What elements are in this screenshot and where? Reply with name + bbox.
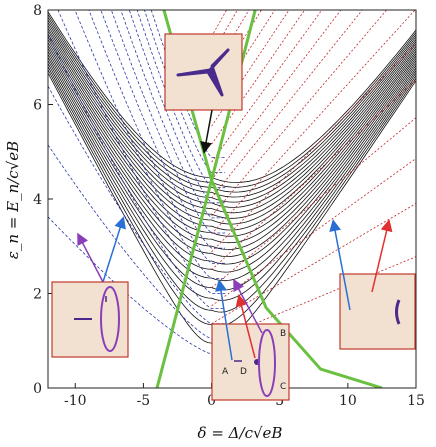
level-curve-black <box>48 11 416 183</box>
arrow-red-center <box>235 294 256 359</box>
level-curve-black <box>48 16 416 193</box>
level-curve-black <box>48 66 416 313</box>
x-axis-label: δ = Δ/c√eB <box>198 424 283 442</box>
arrow-purple-center <box>233 278 263 334</box>
level-curve-blue <box>88 10 226 264</box>
level-curve-black <box>48 27 416 214</box>
green-boundary-right <box>162 10 383 388</box>
level-curve-red <box>211 10 388 217</box>
level-curve-black <box>48 22 416 203</box>
level-curves <box>48 10 416 388</box>
inset-top <box>164 33 243 111</box>
inset-center: A D B C <box>211 323 290 401</box>
inset-right <box>339 273 416 350</box>
level-curve-blue <box>74 10 226 279</box>
level-curve-black <box>48 30 416 219</box>
arrow-blue-center <box>215 279 233 361</box>
level-curve-black <box>48 69 416 327</box>
level-curve-black <box>48 39 416 237</box>
point-label-a: A <box>222 367 229 377</box>
level-curve-red <box>211 158 416 307</box>
level-curve-blue <box>57 10 226 294</box>
level-curve-black <box>48 42 416 244</box>
level-curve-red <box>211 10 416 235</box>
arrow-black-top <box>200 109 213 154</box>
x-tick-label: -10 <box>64 393 87 409</box>
y-axis-label: ε_n = E_n/c√eB <box>4 141 22 259</box>
point-label-d: D <box>240 367 247 377</box>
x-tick-label: 5 <box>275 393 284 409</box>
level-curve-blue <box>150 10 226 158</box>
level-curve-blue <box>48 144 226 340</box>
point-label-b: B <box>280 329 286 339</box>
level-curve-blue <box>48 34 226 309</box>
level-curve-red <box>211 43 416 253</box>
arrow-blue-left <box>102 216 126 283</box>
inset-left <box>51 281 129 358</box>
y-tick-label: 2 <box>33 287 42 303</box>
level-curve-blue <box>110 10 226 234</box>
arrow-red-right <box>371 219 393 293</box>
y-tick-label: 8 <box>33 3 42 19</box>
level-curve-blue <box>48 216 226 355</box>
level-curve-red <box>211 10 342 181</box>
level-curve-black <box>48 57 416 282</box>
level-curve-red <box>211 79 416 271</box>
level-curve-black <box>48 45 416 250</box>
level-curve-blue <box>48 85 226 325</box>
x-tick-label: -5 <box>137 393 151 409</box>
point-label-c: C <box>280 382 286 392</box>
level-curve-red <box>211 10 262 91</box>
level-curve-blue <box>128 10 226 204</box>
level-curve-black <box>48 54 416 273</box>
level-curve-blue <box>143 10 226 173</box>
axis-ticks: -10 -5 0 5 10 15 0 2 4 6 8 <box>33 3 425 409</box>
arrow-purple-left <box>77 232 104 283</box>
level-curve-red <box>211 10 228 37</box>
level-curve-blue <box>100 10 226 249</box>
x-tick-label: 15 <box>407 393 425 409</box>
level-curve-black <box>48 25 416 208</box>
level-curve-blue <box>120 10 226 219</box>
level-curve-black <box>48 63 416 301</box>
level-curve-red <box>211 10 290 127</box>
y-tick-label: 4 <box>33 192 42 208</box>
level-curve-black <box>48 48 416 258</box>
x-tick-label: 0 <box>207 393 216 409</box>
y-tick-label: 0 <box>33 381 42 397</box>
arrow-blue-right <box>329 219 351 311</box>
y-tick-label: 6 <box>33 98 42 114</box>
level-curve-black <box>48 60 416 291</box>
x-tick-label: 10 <box>339 393 357 409</box>
level-curve-black <box>48 19 416 198</box>
